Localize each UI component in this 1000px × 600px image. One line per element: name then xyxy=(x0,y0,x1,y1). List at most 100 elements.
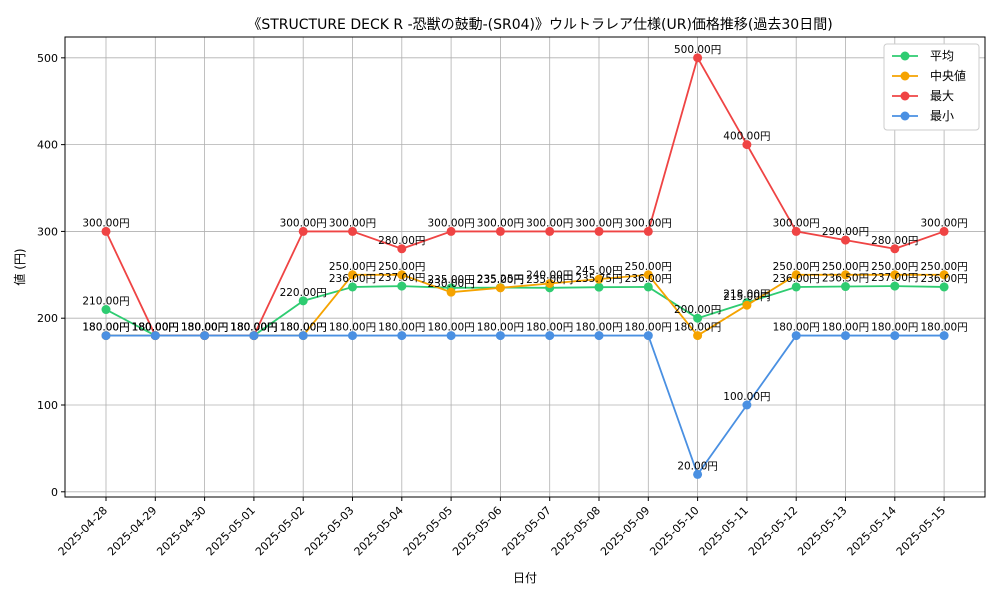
x-tick-label-14: 2025-05-12 xyxy=(746,504,800,558)
x-tick-label-6: 2025-05-04 xyxy=(352,504,406,558)
x-tick-label-1: 2025-04-29 xyxy=(105,504,159,558)
data-label-0-16: 237.00円 xyxy=(871,272,918,284)
series xyxy=(101,53,949,479)
data-label-0-9: 235.00円 xyxy=(526,274,573,286)
plot-area xyxy=(64,36,986,498)
data-label-3-13: 100.00円 xyxy=(723,391,770,403)
x-tick-label-0: 2025-04-28 xyxy=(56,504,110,558)
data-label-2-13: 400.00円 xyxy=(723,131,770,143)
data-point-0-14 xyxy=(791,282,801,292)
data-point-2-15 xyxy=(841,235,850,245)
data-label-1-0: 180.00円 xyxy=(82,322,129,334)
data-point-2-14 xyxy=(791,226,801,236)
data-label-3-7: 180.00円 xyxy=(427,322,474,334)
data-label-0-2: 180.00円 xyxy=(181,322,228,334)
data-point-2-11 xyxy=(643,226,653,236)
data-point-3-14 xyxy=(791,331,801,341)
y-tick-label-3: 300 xyxy=(37,225,58,238)
data-label-3-0: 180.00円 xyxy=(82,322,129,334)
x-axis-label: 日付 xyxy=(513,571,537,585)
x-tick-label-10: 2025-05-08 xyxy=(549,504,603,558)
data-point-3-16 xyxy=(890,331,900,341)
data-point-1-13 xyxy=(742,300,752,310)
data-point-1-9 xyxy=(545,278,555,288)
data-point-1-8 xyxy=(495,283,505,293)
data-label-3-11: 180.00円 xyxy=(625,322,672,334)
data-point-3-1 xyxy=(150,331,160,341)
data-label-3-12: 20.00円 xyxy=(677,460,718,472)
data-label-2-1: 180.00円 xyxy=(132,322,179,334)
legend-box xyxy=(883,43,980,131)
data-label-0-15: 236.50円 xyxy=(822,273,869,285)
data-label-2-9: 300.00円 xyxy=(526,217,573,229)
data-point-0-15 xyxy=(841,282,850,292)
data-point-0-17 xyxy=(939,282,949,292)
data-label-1-4: 180.00円 xyxy=(280,322,327,334)
data-label-0-4: 220.00円 xyxy=(280,287,327,299)
data-label-2-6: 280.00円 xyxy=(378,235,425,247)
y-tick-label-0: 0 xyxy=(51,486,58,499)
data-label-2-11: 300.00円 xyxy=(625,217,672,229)
data-point-3-2 xyxy=(200,331,210,341)
data-label-0-13: 218.00円 xyxy=(723,289,770,301)
data-point-3-8 xyxy=(495,331,505,341)
data-label-1-10: 245.00円 xyxy=(575,265,622,277)
data-point-0-11 xyxy=(643,282,653,292)
data-label-3-10: 180.00円 xyxy=(575,322,622,334)
data-point-3-13 xyxy=(742,400,752,410)
legend-marker-2 xyxy=(900,91,910,101)
data-label-2-16: 280.00円 xyxy=(871,235,918,247)
data-label-2-17: 300.00円 xyxy=(920,217,967,229)
data-label-1-11: 250.00円 xyxy=(625,261,672,273)
x-tick-label-12: 2025-05-10 xyxy=(647,504,701,558)
x-tick-label-3: 2025-05-01 xyxy=(204,504,258,558)
x-tick-label-16: 2025-05-14 xyxy=(845,504,899,558)
data-label-2-5: 300.00円 xyxy=(329,217,376,229)
data-point-1-7 xyxy=(446,287,456,297)
data-point-3-5 xyxy=(348,331,357,341)
data-label-1-17: 250.00円 xyxy=(920,261,967,273)
data-label-1-6: 250.00円 xyxy=(378,261,425,273)
data-point-3-6 xyxy=(397,331,407,341)
data-point-2-8 xyxy=(495,226,505,236)
data-point-1-6 xyxy=(397,270,407,280)
data-label-1-15: 250.00円 xyxy=(822,261,869,273)
data-label-3-16: 180.00円 xyxy=(871,322,918,334)
data-point-2-7 xyxy=(446,226,456,236)
legend-marker-0 xyxy=(900,51,910,61)
x-tick-label-8: 2025-05-06 xyxy=(450,504,504,558)
data-label-0-6: 237.00円 xyxy=(378,272,425,284)
data-point-2-0 xyxy=(101,226,111,236)
data-label-2-4: 300.00円 xyxy=(280,217,327,229)
data-point-3-3 xyxy=(249,331,259,341)
data-point-3-17 xyxy=(939,331,949,341)
x-tick-label-5: 2025-05-03 xyxy=(302,504,356,558)
data-point-2-9 xyxy=(545,226,555,236)
data-point-3-4 xyxy=(298,331,308,341)
data-point-3-10 xyxy=(594,331,604,341)
series-line-2 xyxy=(105,55,945,337)
series-line-3 xyxy=(106,334,945,477)
data-point-2-10 xyxy=(594,226,604,236)
data-point-3-12 xyxy=(693,469,703,479)
data-label-2-2: 180.00円 xyxy=(181,322,228,334)
data-label-1-13: 215.00円 xyxy=(723,291,770,303)
data-label-0-11: 236.00円 xyxy=(625,273,672,285)
data-point-1-5 xyxy=(348,270,357,280)
y-axis: 0 100 200 300 400 500 xyxy=(37,52,65,499)
data-label-1-9: 240.00円 xyxy=(526,269,573,281)
data-point-1-14 xyxy=(791,270,801,280)
data-label-2-8: 300.00円 xyxy=(477,217,524,229)
data-label-1-8: 235.00円 xyxy=(477,274,524,286)
data-label-1-2: 180.00円 xyxy=(181,322,228,334)
data-point-0-4 xyxy=(298,296,308,306)
data-label-3-4: 180.00円 xyxy=(280,322,327,334)
data-label-0-5: 236.00円 xyxy=(329,273,376,285)
legend-label-3: 最小 xyxy=(930,109,954,123)
data-point-3-11 xyxy=(643,331,653,341)
data-label-0-17: 236.00円 xyxy=(920,273,967,285)
data-point-2-16 xyxy=(890,244,900,254)
data-point-1-11 xyxy=(643,270,653,280)
